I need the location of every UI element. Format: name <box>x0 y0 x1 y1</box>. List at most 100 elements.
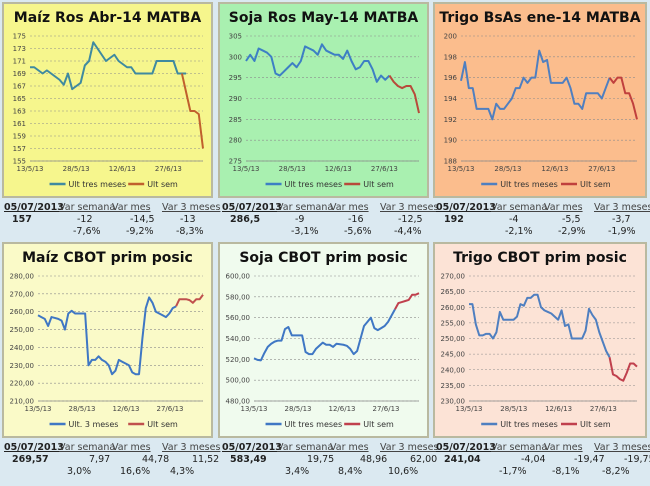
stats-header: Var 3 meses <box>594 202 650 213</box>
stats-abs: 62,00 <box>410 454 438 465</box>
x-tick-label: 28/5/13 <box>69 405 96 413</box>
y-tick-label: 260,00 <box>10 308 35 316</box>
y-tick-label: 198 <box>444 53 457 61</box>
stats-header: Var semana <box>59 442 116 453</box>
y-tick-label: 210,00 <box>10 398 35 406</box>
stats-pct: 4,3% <box>170 466 195 477</box>
y-tick-label: 270,00 <box>10 290 35 298</box>
series-line-main <box>245 43 391 83</box>
legend-label-week: Ult sem <box>580 180 611 189</box>
x-tick-label: 13/5/13 <box>233 165 260 173</box>
chart-panel-trigo-bsas: Trigo BsAs ene-14 MATBA 188 190 192 194 196 1… <box>433 2 647 198</box>
stats-pct: -1,7% <box>499 466 527 477</box>
stats-pct: -8,1% <box>552 466 580 477</box>
stats-date: 05/07/2013 <box>4 202 64 213</box>
stats-pct: -8,2% <box>602 466 630 477</box>
x-tick-label: 13/5/13 <box>25 405 52 413</box>
y-tick-label: 155 <box>13 158 26 166</box>
stats-header-row: 05/07/2013 Var semana Var mes Var 3 meses <box>4 202 220 214</box>
stats-header: Var mes <box>330 202 369 213</box>
stats-header: Var 3 meses <box>162 202 221 213</box>
y-tick-label: 165 <box>13 95 26 103</box>
y-tick-label: 300 <box>229 53 242 61</box>
series-line-main <box>469 293 611 358</box>
series-line-main <box>30 41 187 91</box>
y-tick-label: 188 <box>444 158 457 166</box>
stats-pct: -5,6% <box>344 226 372 237</box>
y-tick-label: 540,00 <box>226 335 251 343</box>
stats-header-row: 05/07/2013 Var semana Var mes Var 3 meses <box>222 442 438 454</box>
chart-panel-soja-ros: Soja Ros May-14 MATBA 275 280 285 290 295 300… <box>218 2 429 198</box>
x-tick-label: 28/5/13 <box>63 165 90 173</box>
stats-abs: -4,04 <box>521 454 546 465</box>
series-line-week <box>175 294 204 307</box>
stats-header: Var semana <box>277 442 334 453</box>
stats-pct: -3,1% <box>291 226 319 237</box>
stats-maiz-cbot: 05/07/2013 Var semana Var mes Var 3 meses 26… <box>4 442 220 482</box>
stats-header: Var semana <box>277 202 334 213</box>
stats-pct: -8,3% <box>176 226 204 237</box>
stats-abs: -5,5 <box>562 214 581 225</box>
stats-pct-row: 3,0% 16,6% 4,3% <box>4 466 214 478</box>
y-tick-label: 285 <box>229 116 242 124</box>
y-tick-label: 270,00 <box>441 273 466 281</box>
stats-header: Var semana <box>491 202 548 213</box>
stats-date: 05/07/2013 <box>222 442 282 453</box>
legend-label-main: Ult tres meses <box>500 180 558 189</box>
series-line-main <box>460 49 611 121</box>
y-tick-label: 194 <box>444 95 458 103</box>
y-tick-label: 173 <box>13 45 26 53</box>
stats-abs: -13 <box>180 214 196 225</box>
stats-abs-row: 157 -12 -14,5 -13 <box>4 214 214 226</box>
y-tick-label: 161 <box>13 120 26 128</box>
y-tick-label: 290 <box>229 95 242 103</box>
y-tick-label: 230,00 <box>441 398 466 406</box>
x-tick-label: 12/6/13 <box>109 165 136 173</box>
stats-header: Var mes <box>544 202 583 213</box>
y-tick-label: 280,00 <box>10 273 35 281</box>
x-tick-label: 12/6/13 <box>545 405 572 413</box>
y-tick-label: 220,00 <box>10 380 35 388</box>
stats-date: 05/07/2013 <box>4 442 64 453</box>
y-tick-label: 190 <box>444 137 457 145</box>
x-tick-label: 27/6/13 <box>371 165 398 173</box>
stats-header: Var semana <box>491 442 548 453</box>
chart-svg: 480,00 500,00 520,00 540,00 560,00 580,00 600,… <box>226 273 420 429</box>
stats-pct: 16,6% <box>120 466 151 477</box>
stats-soja-cbot: 05/07/2013 Var semana Var mes Var 3 meses 58… <box>222 442 438 482</box>
series-line-week <box>180 73 204 149</box>
y-tick-label: 245,00 <box>441 351 466 359</box>
stats-trigo-bsas: 05/07/2013 Var semana Var mes Var 3 meses 19… <box>436 202 650 238</box>
stats-value: 157 <box>12 214 32 225</box>
legend-label-main: Ult tres meses <box>285 420 343 429</box>
chart-svg: 230,00 235,00 240,00 245,00 250,00 255,00 260,… <box>441 273 638 429</box>
x-tick-label: 12/6/13 <box>113 405 140 413</box>
y-tick-label: 275 <box>229 158 242 166</box>
stats-pct-row: -7,6% -9,2% -8,3% <box>4 226 214 238</box>
stats-trigo-cbot: 05/07/2013 Var semana Var mes Var 3 meses 24… <box>436 442 650 482</box>
y-tick-label: 500,00 <box>226 377 251 385</box>
stats-soja-ros: 05/07/2013 Var semana Var mes Var 3 meses 28… <box>222 202 438 238</box>
stats-header-row: 05/07/2013 Var semana Var mes Var 3 meses <box>436 202 650 214</box>
chart-title: Trigo CBOT prim posic <box>453 250 627 266</box>
stats-abs: 11,52 <box>192 454 220 465</box>
y-tick-label: 200 <box>444 33 457 41</box>
stats-header-row: 05/07/2013 Var semana Var mes Var 3 meses <box>436 442 650 454</box>
y-tick-label: 560,00 <box>226 314 251 322</box>
y-tick-label: 580,00 <box>226 293 251 301</box>
y-tick-label: 600,00 <box>226 273 251 281</box>
stats-header: Var 3 meses <box>380 442 439 453</box>
chart-panel-maiz-cbot: Maíz CBOT prim posic 210,00 220,00 230,00 2… <box>2 242 213 438</box>
stats-abs-row: 192 -4 -5,5 -3,7 <box>436 214 648 226</box>
legend-label-main: Ult tres meses <box>500 420 558 429</box>
series-line-week <box>608 76 638 120</box>
chart-panel-trigo-cbot: Trigo CBOT prim posic 230,00 235,00 240,00… <box>433 242 647 438</box>
series-line-main <box>37 296 177 376</box>
stats-value: 286,5 <box>230 214 261 225</box>
stats-abs-row: 241,04 -4,04 -19,47 -19,75 <box>436 454 650 466</box>
stats-header: Var mes <box>544 442 583 453</box>
stats-abs: -19,47 <box>574 454 605 465</box>
stats-value: 192 <box>444 214 464 225</box>
stats-header: Var 3 meses <box>594 442 650 453</box>
stats-pct: 3,0% <box>67 466 92 477</box>
